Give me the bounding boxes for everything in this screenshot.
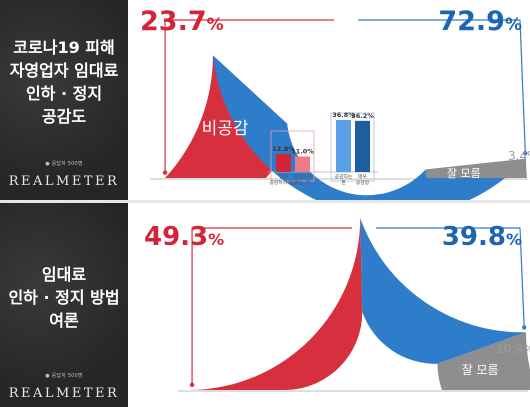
panel-divider [0, 200, 530, 203]
mandatory-percent-label-unit: % [506, 230, 522, 249]
inset-bar-category-2: 공감하지 [294, 173, 312, 180]
unknown-percent-label: 10.9% [496, 342, 530, 356]
private-percent-label-unit: % [208, 230, 224, 249]
unknown-label: 잘 모름 [447, 167, 481, 180]
mandatory-percent-label-value: 39.8 [442, 222, 506, 252]
unknown-percent-label: 3.4% [508, 149, 530, 163]
inset-bar-value-2: 11.0% [291, 147, 314, 155]
mandatory-callout-dot [522, 325, 527, 330]
inset-bar-category-1: 전혀 [279, 173, 288, 180]
sample-size-note: ● 응답자 500명 [45, 373, 83, 379]
inset-bar-value-1: 12.8% [272, 145, 295, 153]
inset-frame-disagree [270, 130, 315, 182]
private-callout-line [191, 227, 352, 385]
inset-bar-value-4: 36.2% [351, 112, 374, 120]
agree-segment [212, 55, 526, 200]
agree-percent-label-unit: % [505, 15, 522, 35]
mandatory-label: 의무 인하 [409, 275, 473, 294]
agree-percent-label-value: 72.9 [438, 6, 505, 37]
unknown-segment [437, 332, 530, 390]
inset-bar-category-4: 매우 [358, 173, 367, 180]
panel-empathy: 코로나19 피해 자영업자 임대료 인하 · 정지 공감도 ● 응답자 500명… [0, 0, 530, 200]
inset-bar-category-1: 공감하지 않음 [269, 179, 298, 186]
side-title: 코로나19 피해 자영업자 임대료 인하 · 정지 공감도 [9, 38, 119, 126]
disagree-percent-label: 23.7% [140, 6, 224, 37]
inset-bar-1 [276, 153, 291, 172]
private-label: 민간 자율 [239, 289, 303, 308]
inset-bar-category-3: 편 [341, 179, 345, 186]
inset-bar-2 [295, 156, 310, 172]
private-percent-label-value: 49.3 [144, 222, 208, 252]
private-percent-label: 49.3% [144, 222, 224, 252]
side-banner: 코로나19 피해 자영업자 임대료 인하 · 정지 공감도 ● 응답자 500명… [0, 0, 128, 200]
brand-logo: REALMETER [8, 386, 120, 401]
disagree-callout-line [164, 19, 334, 173]
inset-frame-agree [330, 112, 375, 182]
unknown-segment [425, 158, 527, 178]
inset-bar-category-3: 공감하는 [335, 173, 353, 180]
agree-percent-label: 72.9% [438, 6, 522, 37]
inset-bar-3 [336, 120, 351, 172]
agree-label: 공감 [371, 43, 403, 63]
sample-size-note: ● 응답자 500명 [45, 161, 83, 167]
mandatory-callout-line [376, 227, 525, 328]
mandatory-percent-label: 39.8% [442, 222, 522, 252]
disagree-label: 비공감 [202, 119, 249, 139]
inset-bar-category-4: 공감함 [356, 179, 370, 186]
mandatory-segment [360, 218, 527, 364]
inset-bar-value-3: 36.8% [332, 111, 355, 119]
side-banner: 임대료 인하 · 정지 방법 여론 ● 응답자 500명 REALMETER [0, 203, 128, 407]
inset-bar-4 [355, 120, 370, 172]
agree-callout-line [358, 19, 526, 154]
disagree-percent-label-value: 23.7 [140, 6, 207, 37]
side-title: 임대료 인하 · 정지 방법 여론 [8, 265, 120, 330]
disagree-percent-label-unit: % [207, 15, 224, 35]
inset-bar-category-2: 않는 편 [295, 179, 310, 186]
unknown-label: 잘 모름 [462, 363, 499, 377]
private-segment [192, 218, 363, 390]
brand-logo: REALMETER [8, 174, 120, 189]
panel-method: 임대료 인하 · 정지 방법 여론 ● 응답자 500명 REALMETER 4… [0, 203, 530, 407]
